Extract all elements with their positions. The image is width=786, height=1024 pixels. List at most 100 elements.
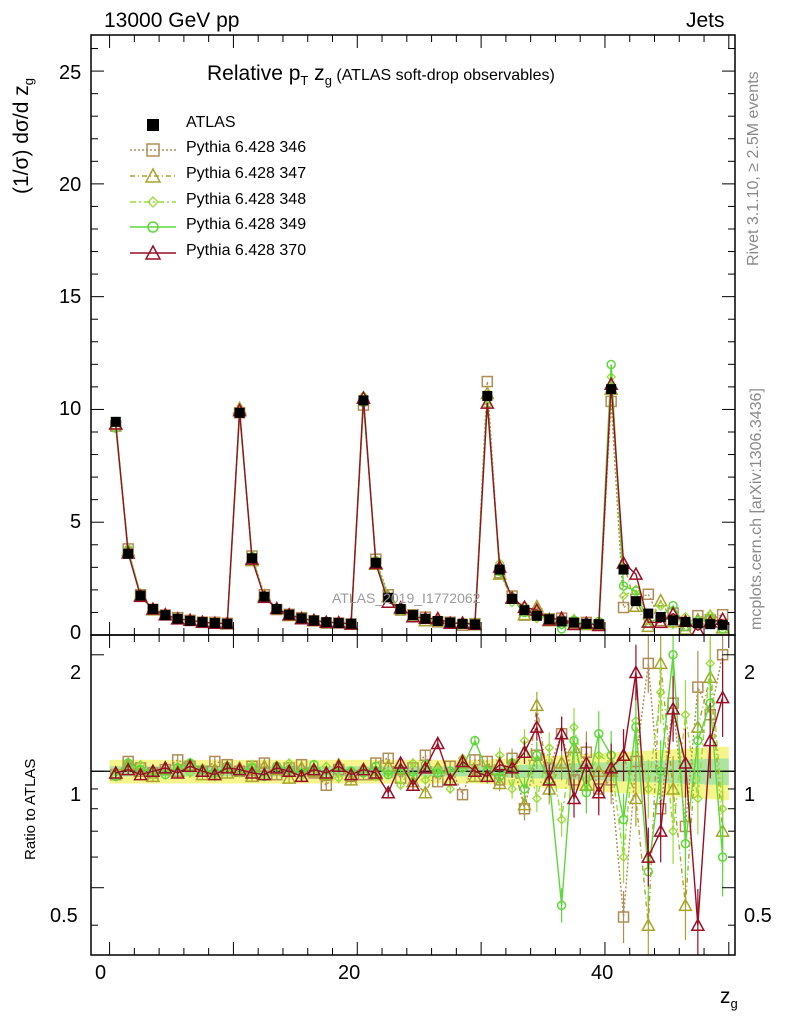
atlas-point-47 <box>692 618 703 629</box>
ratio-point-4-10 <box>232 762 247 776</box>
atlas-point-5 <box>172 613 183 624</box>
main-point-0-43 <box>642 588 655 601</box>
main-point-0-41 <box>617 601 630 614</box>
ratio-point-2-34 <box>531 793 542 804</box>
ratio-point-3-22 <box>383 769 393 780</box>
atlas-point-17 <box>321 617 332 628</box>
ratio-point-3-33 <box>519 784 530 794</box>
ratio-point-3-44 <box>655 766 666 777</box>
ratio-point-4-21 <box>368 765 384 779</box>
ratio-point-2-21 <box>370 771 381 782</box>
ratio-point-2-41 <box>618 852 629 862</box>
atlas-point-43 <box>643 608 654 619</box>
x-axis-label: zg <box>720 985 738 1011</box>
atlas-point-1 <box>123 548 134 559</box>
process-label: Jets <box>686 9 725 32</box>
ratio-point-4-44 <box>653 823 668 837</box>
ratio-point-4-41 <box>616 747 631 761</box>
ratio-point-4-49 <box>715 690 730 704</box>
collision-label: 13000 GeV pp <box>104 9 240 32</box>
atlas-point-38 <box>581 618 592 629</box>
ratio-point-4-35 <box>541 772 557 786</box>
ratio-point-4-4 <box>158 760 173 774</box>
ratio-point-4-36 <box>554 726 569 740</box>
ratio-point-4-19 <box>343 767 359 781</box>
atlas-point-42 <box>630 596 641 607</box>
atlas-point-27 <box>445 617 456 628</box>
main-point-4-30 <box>480 395 495 409</box>
legend-label-348: Pythia 6.428 348 <box>186 191 307 208</box>
ratio-point-4-16 <box>306 762 322 776</box>
ratio-point-4-1 <box>120 762 136 776</box>
ratio-y-tick-label-1: 1 <box>70 784 82 806</box>
atlas-point-25 <box>420 613 431 624</box>
atlas-point-10 <box>234 407 245 418</box>
mcplots-reference-label: mcplots.cern.ch [arXiv:1306.3436] <box>748 388 765 630</box>
main-point-2-41 <box>618 590 629 601</box>
atlas-point-37 <box>569 617 579 628</box>
ratio-point-2-46 <box>680 709 691 720</box>
legend-marker-348 <box>130 196 176 208</box>
main-point-3-40 <box>606 359 616 370</box>
ratio-point-2-44 <box>655 687 666 698</box>
ratio-point-2-49 <box>717 803 728 814</box>
atlas-point-34 <box>531 610 542 621</box>
legend-label-atlas: ATLAS <box>186 114 236 131</box>
ratio-point-4-5 <box>170 765 185 779</box>
ratio-point-1-14 <box>281 770 297 784</box>
ratio-point-4-0 <box>108 765 124 779</box>
ratio-point-2-18 <box>333 773 344 784</box>
main-y-tick-label-25: 25 <box>59 62 82 84</box>
atlas-point-39 <box>593 619 604 630</box>
atlas-point-13 <box>271 604 282 615</box>
y-axis-label: (1/σ) dσ/d zg <box>10 78 36 194</box>
title-part-a: Relative p <box>207 62 301 85</box>
ratio-point-2-39 <box>593 750 604 761</box>
ratio-point-4-13 <box>269 760 285 774</box>
atlas-point-6 <box>185 615 196 626</box>
main-point-3-45 <box>668 600 678 611</box>
ratio-point-4-20 <box>356 762 371 776</box>
ratio-point-3-47 <box>693 735 703 746</box>
main-y-tick-label-10: 10 <box>59 398 82 420</box>
ratio-panel-frame <box>90 634 736 956</box>
ratio-point-4-46 <box>678 755 693 769</box>
atlas-point-9 <box>222 618 233 629</box>
ratio-point-3-41 <box>618 814 629 825</box>
legend-symbol-2 <box>147 196 159 208</box>
atlas-point-18 <box>333 618 344 629</box>
ratio-point-0-28 <box>456 788 469 801</box>
ratio-point-4-37 <box>566 790 582 805</box>
legend-symbol-3 <box>147 221 159 233</box>
atlas-point-11 <box>247 553 257 564</box>
atlas-point-2 <box>135 590 146 601</box>
y-axis-label-sub: g <box>21 77 37 86</box>
ratio-point-3-37 <box>569 735 579 746</box>
main-point-2-40 <box>606 371 617 382</box>
atlas-point-32 <box>507 593 518 604</box>
ratio-point-3-34 <box>532 750 542 760</box>
ratio-point-1-25 <box>418 785 433 799</box>
ratio-y-right-tick-label-2: 2 <box>744 662 756 684</box>
ratio-point-4-33 <box>517 744 532 758</box>
x-axis-label-sub: g <box>730 996 738 1012</box>
ratio-point-4-28 <box>455 753 470 768</box>
atlas-point-44 <box>655 611 666 622</box>
ratio-point-4-15 <box>294 768 309 783</box>
ratio-point-2-23 <box>395 780 406 791</box>
legend-marker-349 <box>130 221 176 233</box>
ratio-point-4-26 <box>430 735 446 750</box>
main-y-tick-label-5: 5 <box>70 511 82 533</box>
legend-symbol-4 <box>144 244 162 260</box>
ratio-point-4-8 <box>207 767 223 781</box>
x-tick-label-40: 40 <box>591 962 614 984</box>
ratio-point-4-39 <box>591 785 607 799</box>
ratio-point-4-24 <box>405 777 421 792</box>
ratio-y-right-tick-label-1: 1 <box>744 784 756 806</box>
ratio-point-4-22 <box>380 785 396 799</box>
ratio-point-3-29 <box>470 735 480 746</box>
ratio-point-2-27 <box>445 784 456 794</box>
ratio-point-4-30 <box>480 768 495 783</box>
atlas-point-3 <box>147 604 158 615</box>
